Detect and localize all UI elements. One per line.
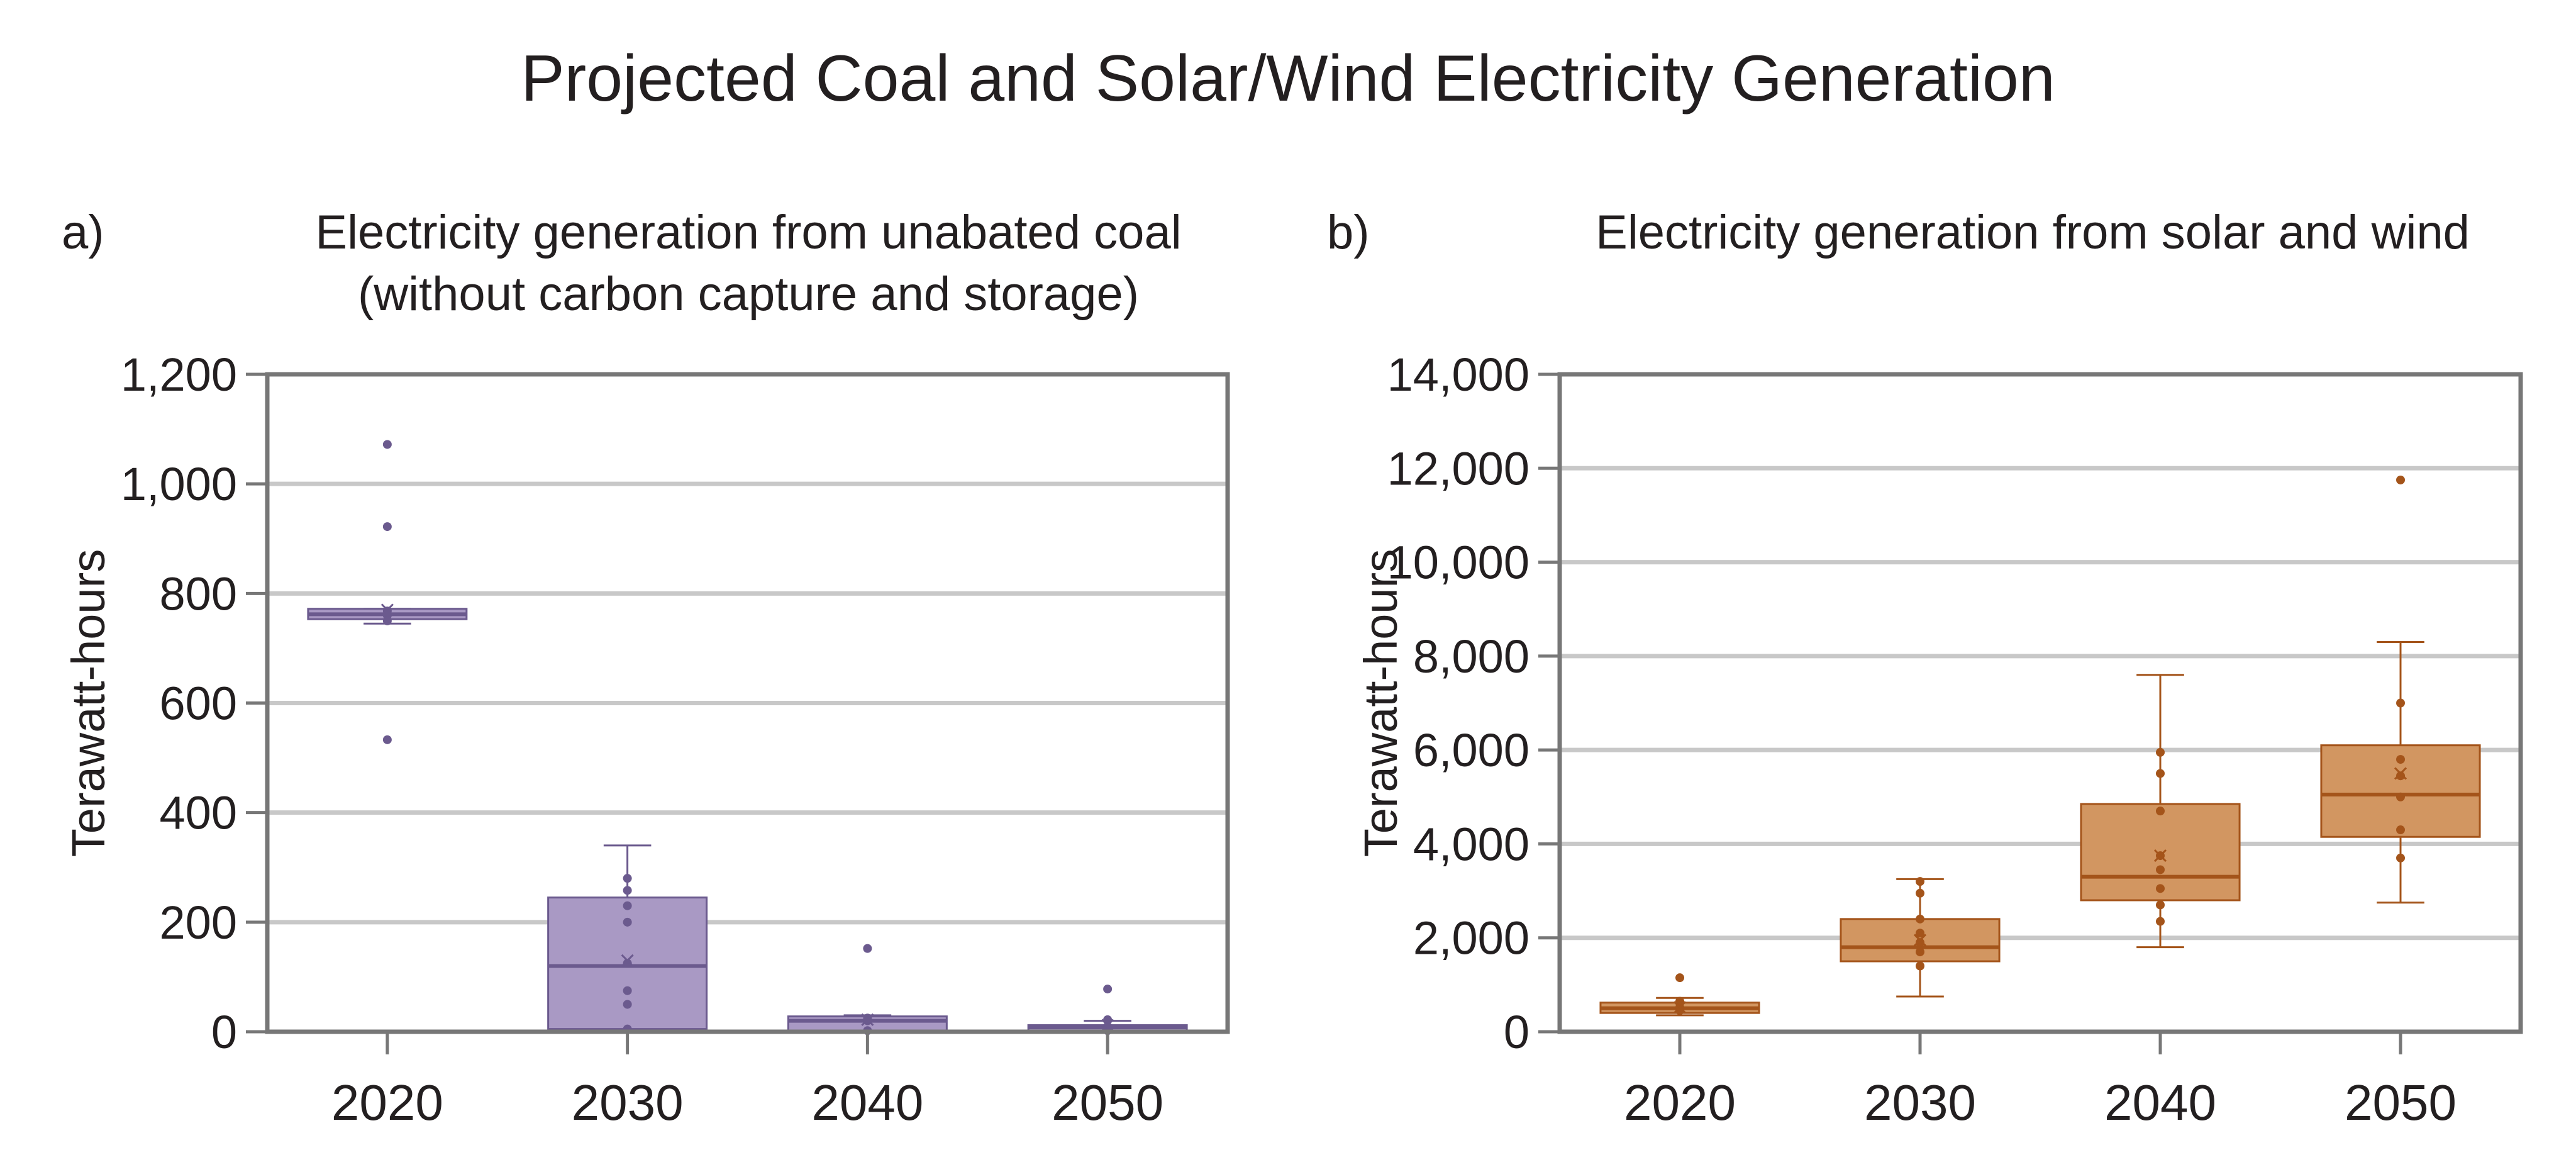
data-point xyxy=(2156,865,2165,874)
y-tick-label: 200 xyxy=(160,896,237,949)
data-point xyxy=(2396,825,2405,835)
box-2030 xyxy=(1840,877,2001,998)
data-point xyxy=(382,440,392,449)
data-point xyxy=(1916,938,1924,947)
chart-panel-a: a) Electricity generation from unabated c… xyxy=(62,206,1230,1131)
mean-marker-stroke xyxy=(2394,767,2407,780)
data-point xyxy=(2396,792,2405,801)
mean-marker xyxy=(861,1013,874,1026)
mean-marker-stroke xyxy=(861,1013,874,1026)
x-tick-label: 2030 xyxy=(1864,1075,1976,1131)
chart-panel-b: b) Electricity generation from solar and … xyxy=(1327,206,2523,1131)
box-2040 xyxy=(2080,674,2241,949)
data-point xyxy=(1675,973,1684,983)
y-tick-label: 0 xyxy=(211,1006,237,1058)
data-point xyxy=(623,986,632,995)
y-tick-label: 10,000 xyxy=(1387,537,1530,589)
data-point xyxy=(2156,900,2165,910)
y-tick-label: 4,000 xyxy=(1413,818,1530,870)
x-tick-label: 2020 xyxy=(331,1075,443,1131)
mean-marker xyxy=(1101,1019,1114,1032)
data-point xyxy=(623,917,632,927)
mean-marker-stroke xyxy=(1673,1001,1687,1014)
data-point xyxy=(2396,475,2405,484)
x-tick-label: 2030 xyxy=(572,1075,684,1131)
data-point xyxy=(382,735,392,744)
y-tick-label: 400 xyxy=(160,787,237,839)
y-tick-label: 6,000 xyxy=(1413,724,1530,776)
data-point xyxy=(1103,985,1113,994)
y-tick-label: 8,000 xyxy=(1413,630,1530,683)
panel-title-line: (without carbon capture and storage) xyxy=(358,267,1139,321)
y-tick-label: 12,000 xyxy=(1387,442,1530,494)
mean-marker-stroke xyxy=(2153,849,2167,863)
x-tick-label: 2050 xyxy=(2345,1075,2457,1131)
data-point xyxy=(1916,929,1924,938)
data-point xyxy=(623,886,632,895)
panel-title-line: Electricity generation from unabated coa… xyxy=(315,206,1181,259)
chart-panels: a) Electricity generation from unabated c… xyxy=(62,206,2523,1131)
data-point xyxy=(2396,698,2405,708)
panel-label: a) xyxy=(62,206,104,259)
plot-frame xyxy=(265,372,1230,1034)
mean-marker xyxy=(2153,849,2167,863)
box-2040 xyxy=(787,944,948,1036)
data-point xyxy=(2156,807,2165,816)
mean-marker xyxy=(1673,1001,1687,1014)
data-point xyxy=(2396,755,2405,764)
mean-marker xyxy=(380,603,394,617)
plot-frame xyxy=(1557,372,2523,1034)
mean-marker-stroke xyxy=(380,603,394,617)
data-point xyxy=(2156,917,2165,926)
data-point xyxy=(1916,877,1924,886)
data-point xyxy=(1916,947,1924,957)
data-point xyxy=(1916,914,1924,924)
mean-marker xyxy=(1913,934,1927,947)
data-point xyxy=(382,616,392,625)
box-2030 xyxy=(547,844,708,1034)
y-tick-label: 1,000 xyxy=(121,458,237,510)
mean-marker-stroke xyxy=(621,954,634,967)
data-point xyxy=(863,944,872,953)
data-point xyxy=(1916,888,1924,898)
mean-marker xyxy=(621,954,634,967)
data-point xyxy=(2396,853,2405,863)
data-point xyxy=(2156,747,2165,757)
data-point xyxy=(623,1000,632,1009)
box-2020 xyxy=(1599,973,1760,1017)
data-point xyxy=(2396,771,2405,781)
y-tick-label: 1,200 xyxy=(121,349,237,401)
figure-title: Projected Coal and Solar/Wind Electricit… xyxy=(521,42,2055,115)
mean-marker xyxy=(2394,767,2407,780)
data-point xyxy=(1675,997,1684,1006)
y-axis-label: Terawatt-hours xyxy=(62,549,114,857)
y-tick-label: 0 xyxy=(1504,1006,1530,1058)
y-tick-label: 600 xyxy=(160,678,237,730)
mean-marker-stroke xyxy=(1913,934,1927,947)
x-tick-label: 2040 xyxy=(2104,1075,2216,1131)
data-point xyxy=(623,959,632,968)
box-2050 xyxy=(1027,985,1188,1036)
data-point xyxy=(1916,961,1924,971)
x-tick-label: 2020 xyxy=(1624,1075,1736,1131)
data-point xyxy=(623,901,632,910)
y-axis-label: Terawatt-hours xyxy=(1355,549,1407,857)
mean-marker-stroke xyxy=(1101,1019,1114,1032)
y-tick-label: 14,000 xyxy=(1387,349,1530,401)
box-2050 xyxy=(2320,475,2481,904)
x-tick-label: 2050 xyxy=(1052,1075,1163,1131)
data-point xyxy=(2156,769,2165,778)
box-2020 xyxy=(307,440,468,744)
panel-label: b) xyxy=(1327,206,1370,259)
data-point xyxy=(2156,884,2165,893)
data-point xyxy=(382,522,392,532)
data-point xyxy=(623,874,632,883)
x-tick-label: 2040 xyxy=(811,1075,923,1131)
y-tick-label: 800 xyxy=(160,567,237,620)
panel-title-line: Electricity generation from solar and wi… xyxy=(1596,206,2470,259)
y-tick-label: 2,000 xyxy=(1413,912,1530,964)
